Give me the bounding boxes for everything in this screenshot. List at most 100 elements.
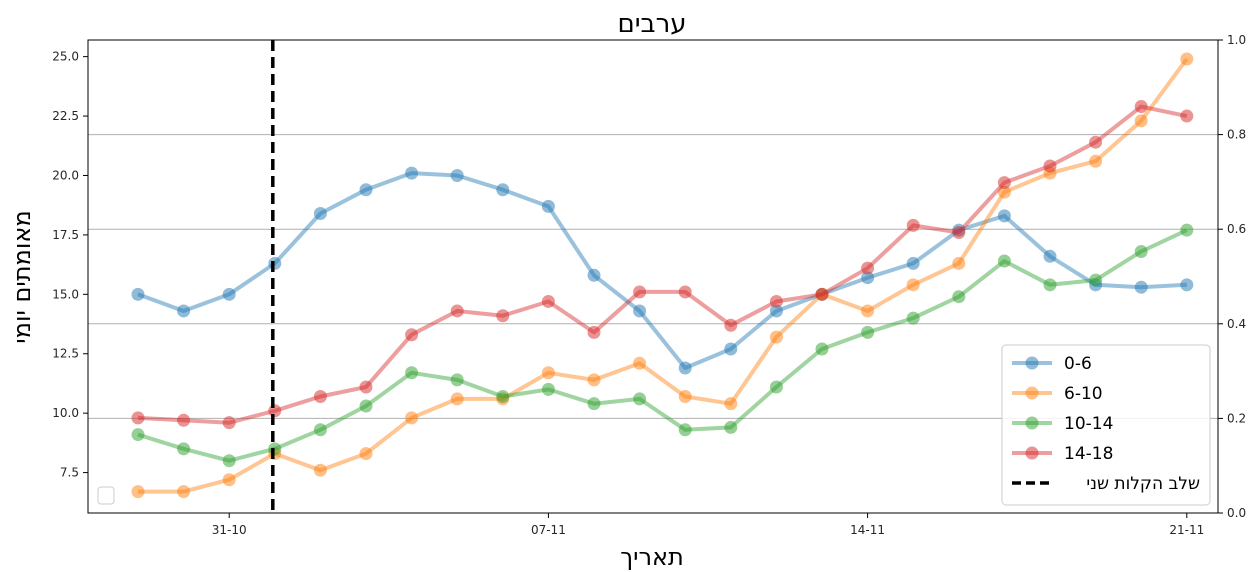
- data-point-0-6: [1043, 249, 1057, 263]
- data-point-10-14: [405, 366, 419, 380]
- data-point-6-10: [405, 411, 419, 425]
- legend-marker-10-14: [1025, 416, 1039, 430]
- data-point-10-14: [952, 290, 966, 304]
- data-point-10-14: [678, 423, 692, 437]
- data-point-14-18: [450, 304, 464, 318]
- series-line-14-18: [137, 104, 1188, 425]
- data-point-14-18: [906, 218, 920, 232]
- data-point-10-14: [313, 423, 327, 437]
- data-point-14-18: [769, 294, 783, 308]
- series-layer: [131, 52, 1194, 499]
- y-axis: 7.5 10.0 12.5 15.0 17.5 20.0 22.5 25.0: [52, 50, 88, 480]
- y2-tick-label: 0.2: [1227, 411, 1246, 425]
- data-point-6-10: [633, 356, 647, 370]
- data-point-14-18: [815, 287, 829, 301]
- data-point-0-6: [769, 304, 783, 318]
- data-point-14-18: [541, 294, 555, 308]
- data-point-10-14: [815, 342, 829, 356]
- data-point-6-10: [724, 397, 738, 411]
- data-point-0-6: [496, 183, 510, 197]
- legend-label-0-6: 0-6: [1064, 354, 1092, 374]
- data-point-0-6: [861, 271, 875, 285]
- data-point-10-14: [1043, 278, 1057, 292]
- y-tick-label: 25.0: [52, 50, 79, 64]
- data-point-0-6: [359, 183, 373, 197]
- data-point-0-6: [541, 199, 555, 213]
- data-point-0-6: [177, 304, 191, 318]
- data-point-6-10: [1089, 154, 1103, 168]
- legend: 0-6 6-10 10-14 14-18 שלב הקלות שני: [1001, 344, 1211, 506]
- data-point-6-10: [1134, 114, 1148, 128]
- empty-legend-box: [97, 486, 115, 505]
- data-point-6-10: [997, 185, 1011, 199]
- data-point-10-14: [587, 397, 601, 411]
- data-point-10-14: [1180, 223, 1194, 237]
- data-point-14-18: [131, 411, 145, 425]
- data-point-10-14: [177, 442, 191, 456]
- y2-tick-label: 0.6: [1227, 222, 1246, 236]
- y2-tick-label: 0.8: [1227, 128, 1246, 142]
- data-point-10-14: [359, 399, 373, 413]
- data-point-6-10: [861, 304, 875, 318]
- data-point-6-10: [541, 366, 555, 380]
- data-point-0-6: [724, 342, 738, 356]
- data-point-6-10: [587, 373, 601, 387]
- data-point-14-18: [222, 416, 236, 430]
- data-point-0-6: [405, 166, 419, 180]
- data-point-10-14: [1134, 245, 1148, 259]
- data-point-14-18: [313, 390, 327, 404]
- data-point-10-14: [769, 380, 783, 394]
- legend-marker-6-10: [1025, 386, 1039, 400]
- data-point-14-18: [678, 285, 692, 299]
- legend-box: [1001, 344, 1211, 506]
- data-point-0-6: [906, 256, 920, 270]
- x-axis-label: תאריך: [620, 543, 684, 571]
- data-point-6-10: [131, 485, 145, 499]
- data-point-6-10: [952, 256, 966, 270]
- data-point-0-6: [222, 287, 236, 301]
- data-point-0-6: [268, 256, 282, 270]
- data-point-14-18: [1043, 159, 1057, 173]
- data-point-6-10: [1180, 52, 1194, 66]
- data-point-0-6: [633, 304, 647, 318]
- data-point-14-18: [268, 404, 282, 418]
- data-point-6-10: [177, 485, 191, 499]
- x-tick-label: 07-11: [531, 523, 566, 537]
- data-point-10-14: [222, 454, 236, 468]
- data-point-6-10: [906, 278, 920, 292]
- y2-tick-label: 0.4: [1227, 317, 1246, 331]
- data-point-0-6: [131, 287, 145, 301]
- data-point-14-18: [633, 285, 647, 299]
- x-tick-label: 21-11: [1169, 523, 1204, 537]
- data-point-0-6: [450, 168, 464, 182]
- x-tick-label: 14-11: [850, 523, 885, 537]
- legend-marker-14-18: [1025, 446, 1039, 460]
- data-point-14-18: [359, 380, 373, 394]
- x-axis: 31-10 07-11 14-11 21-11: [212, 513, 1204, 537]
- data-point-0-6: [997, 209, 1011, 223]
- data-point-10-14: [633, 392, 647, 406]
- data-point-0-6: [587, 268, 601, 282]
- data-point-6-10: [769, 330, 783, 344]
- data-point-10-14: [906, 311, 920, 325]
- data-point-10-14: [1089, 273, 1103, 287]
- y-tick-label: 20.0: [52, 168, 79, 182]
- data-point-10-14: [131, 428, 145, 442]
- data-point-10-14: [997, 254, 1011, 268]
- data-point-14-18: [177, 413, 191, 427]
- data-point-14-18: [1089, 135, 1103, 149]
- legend-marker-0-6: [1025, 356, 1039, 370]
- y2-tick-label: 0.0: [1227, 506, 1246, 520]
- data-point-10-14: [541, 382, 555, 396]
- series-line-0-6: [137, 171, 1187, 370]
- data-point-10-14: [496, 390, 510, 404]
- y-tick-label: 10.0: [52, 406, 79, 420]
- data-point-10-14: [450, 373, 464, 387]
- data-point-6-10: [678, 390, 692, 404]
- legend-label-event: שלב הקלות שני: [1086, 474, 1200, 494]
- data-point-0-6: [1180, 278, 1194, 292]
- series-line-6-10: [138, 57, 1189, 494]
- data-point-14-18: [1134, 100, 1148, 114]
- y-tick-label: 12.5: [52, 347, 79, 361]
